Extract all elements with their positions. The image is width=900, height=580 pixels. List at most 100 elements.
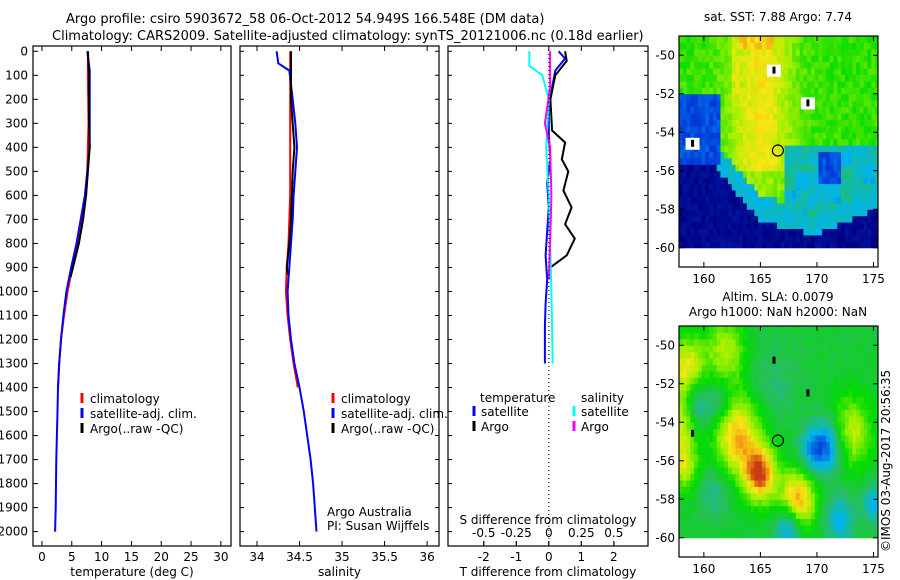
heatmap-cell [799, 447, 804, 455]
heatmap-cell [776, 74, 782, 82]
heatmap-cell [844, 196, 850, 204]
heatmap-cell [679, 377, 684, 385]
heatmap-cell [758, 351, 763, 359]
heatmap-cell [822, 351, 827, 359]
heatmap-cell [799, 403, 804, 410]
heatmap-cell [716, 106, 721, 114]
heatmap-cell [867, 177, 872, 185]
heatmap-cell [761, 390, 767, 398]
heatmap-cell [712, 100, 718, 108]
heatmap-cell [852, 125, 857, 133]
heatmap-cell [784, 183, 789, 191]
heatmap-cell [788, 364, 793, 372]
heatmap-cell [780, 183, 786, 191]
heatmap-cell [799, 215, 804, 223]
heatmap-cell [720, 499, 725, 507]
heatmap-cell [758, 48, 763, 56]
heatmap-cell [848, 48, 853, 56]
heatmap-cell [746, 170, 752, 178]
heatmap-cell [814, 338, 819, 346]
heatmap-cell [712, 183, 718, 191]
heatmap-cell [822, 222, 827, 229]
heatmap-cell [709, 202, 714, 210]
heatmap-cell [814, 467, 819, 475]
heatmap-cell [829, 138, 835, 146]
heatmap-cell [697, 358, 703, 365]
heatmap-cell [863, 480, 868, 487]
heatmap-cell [682, 132, 688, 140]
heatmap-cell [829, 209, 835, 217]
heatmap-cell [837, 428, 842, 436]
heatmap-cell [750, 524, 755, 532]
heatmap-cell [697, 74, 703, 82]
heatmap-cell [810, 435, 816, 442]
heatmap-cell [705, 100, 710, 108]
heatmap-cell [833, 228, 838, 236]
heatmap-cell [690, 332, 695, 340]
heatmap-cell [837, 480, 842, 487]
heatmap-cell [852, 151, 857, 159]
heatmap-cell [818, 234, 823, 242]
heatmap-cell [871, 145, 876, 152]
heatmap-cell [735, 345, 740, 353]
heatmap-cell [841, 467, 846, 475]
heatmap-cell [727, 486, 733, 494]
heatmap-cell [679, 422, 684, 430]
heatmap-cell [859, 473, 865, 481]
heatmap-cell [852, 106, 857, 114]
heatmap-cell [874, 403, 879, 410]
heatmap-cell [694, 524, 699, 532]
heatmap-cell [716, 370, 721, 378]
heatmap-cell [727, 48, 733, 56]
heatmap-cell [810, 177, 816, 185]
heatmap-cell [739, 151, 744, 159]
heatmap-cell [810, 132, 816, 140]
heatmap-cell [686, 358, 691, 365]
heatmap-cell [686, 332, 691, 340]
x-tick-label: 165 [749, 272, 772, 286]
heatmap-cell [792, 100, 797, 108]
heatmap-cell [731, 36, 737, 43]
heatmap-cell [731, 531, 737, 539]
heatmap-cell [788, 505, 793, 513]
heatmap-cell [803, 113, 808, 120]
heatmap-cell [833, 358, 838, 365]
heatmap-cell [731, 113, 737, 120]
heatmap-cell [758, 467, 763, 475]
heatmap-cell [833, 364, 838, 372]
heatmap-cell [761, 441, 767, 449]
heatmap-cell [829, 377, 835, 385]
heatmap-cell [810, 61, 816, 69]
heatmap-cell [818, 151, 823, 159]
heatmap-cell [871, 358, 876, 365]
heatmap-cell [754, 170, 759, 178]
heatmap-cell [848, 164, 853, 172]
heatmap-cell [716, 364, 721, 372]
heatmap-cell [731, 415, 737, 423]
heatmap-cell [765, 42, 770, 50]
heatmap-cell [807, 241, 812, 249]
heatmap-cell [724, 190, 729, 197]
heatmap-cell [724, 364, 729, 372]
heatmap-cell [856, 138, 861, 146]
heatmap-cell [780, 234, 786, 242]
heatmap-cell [859, 460, 865, 468]
heatmap-cell [814, 157, 819, 165]
heatmap-cell [679, 492, 684, 500]
heatmap-cell [799, 486, 804, 494]
heatmap-cell [697, 518, 703, 526]
heatmap-cell [716, 125, 721, 133]
heatmap-cell [814, 512, 819, 519]
heatmap-cell [686, 364, 691, 372]
heatmap-cell [784, 241, 789, 249]
heatmap-cell [844, 505, 850, 513]
heatmap-cell [867, 454, 872, 462]
heatmap-cell [776, 132, 782, 140]
heatmap-cell [871, 234, 876, 242]
heatmap-cell [761, 170, 767, 178]
heatmap-cell [769, 42, 774, 50]
heatmap-cell [829, 428, 835, 436]
heatmap-cell [709, 151, 714, 159]
heatmap-cell [701, 55, 706, 63]
heatmap-cell [686, 505, 691, 513]
